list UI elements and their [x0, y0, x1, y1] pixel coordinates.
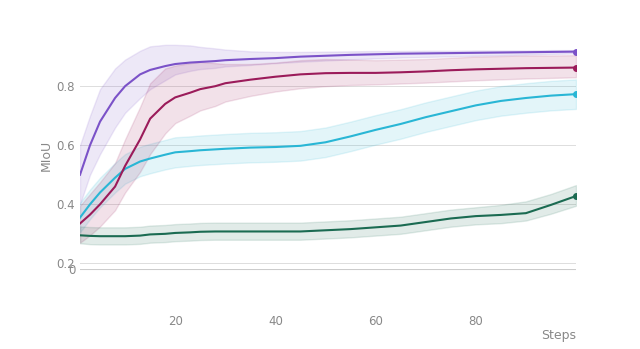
Y-axis label: MIoU: MIoU [39, 140, 52, 171]
X-axis label: Steps: Steps [541, 329, 576, 342]
